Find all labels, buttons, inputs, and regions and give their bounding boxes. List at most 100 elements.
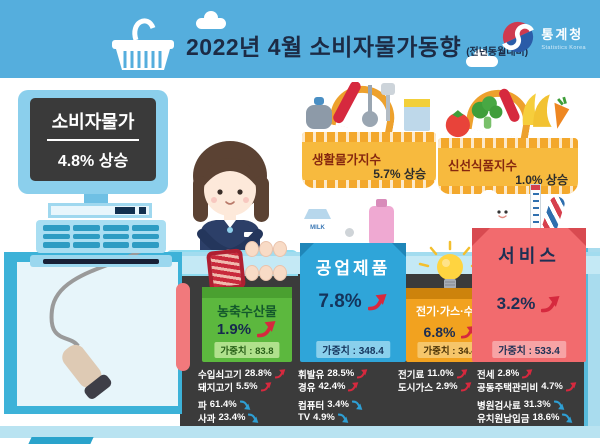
category-bag-services: 서비스 3.2% 가중치 : 533.4 xyxy=(472,228,586,362)
logo-text: 통계청 Statistics Korea xyxy=(541,24,586,51)
item-list-industrial: 휘발유 28.5% 경유 42.4% 컴퓨터 3.4% TV 4.9% xyxy=(298,367,368,424)
category-change: 7.8% xyxy=(300,291,406,313)
item-name: 컴퓨터 xyxy=(298,400,325,412)
category-change-value: 3.2% xyxy=(496,294,536,313)
basket-body: 신선식품지수 1.0% 상승 xyxy=(438,138,578,194)
item-name: 돼지고기 xyxy=(198,382,233,394)
trend-arrow-icon xyxy=(456,368,468,379)
category-change-value: 6.8% xyxy=(423,324,456,340)
receipt-slot xyxy=(30,255,172,267)
agency-name-en: Statistics Korea xyxy=(541,44,586,51)
page-title: 2022년 4월 소비자물가동향 xyxy=(186,34,462,60)
item-list-services: 전세 2.8% 공동주택관리비 4.7% 병원검사료 31.3% 유치원납입금 … xyxy=(477,367,577,425)
category-change: 1.9% xyxy=(202,321,292,338)
item-value: 28.8% xyxy=(244,368,272,379)
price-item: 사과 23.4% xyxy=(198,411,286,425)
cash-register xyxy=(30,203,172,267)
item-value: 2.8% xyxy=(497,368,520,379)
category-weight: 가중치 : 533.4 xyxy=(492,341,566,358)
price-item: 병원검사료 31.3% xyxy=(477,398,577,412)
title-group: 2022년 4월 소비자물가동향 (전년동월대비) xyxy=(186,28,528,62)
cpi-monitor: 소비자물가 4.8% 상승 xyxy=(18,90,168,194)
light-bulb-icon xyxy=(418,240,482,289)
monitor-stand xyxy=(84,194,108,203)
eggs-icon xyxy=(245,241,288,290)
category-name: 공업제품 xyxy=(315,259,391,278)
item-name: TV xyxy=(298,412,311,423)
item-value: 4.7% xyxy=(541,381,563,392)
agency-name: 통계청 xyxy=(541,26,584,42)
meat-icon xyxy=(206,248,246,292)
milk-carton-icon: MILK xyxy=(304,209,331,246)
item-value: 5.5% xyxy=(235,381,258,392)
price-item: 전기료 11.0% xyxy=(398,367,472,381)
price-item: 수입쇠고기 28.8% xyxy=(198,367,286,381)
comparison-note: (전년동월대비) xyxy=(466,47,529,58)
monitor-screen: 소비자물가 4.8% 상승 xyxy=(30,98,156,181)
item-value: 3.4% xyxy=(327,399,349,410)
category-bag-agriculture: 농축수산물 1.9% 가중치 : 83.8 xyxy=(202,287,292,362)
item-value: 23.4% xyxy=(218,412,246,423)
price-item: TV 4.9% xyxy=(298,411,368,424)
item-name: 파 xyxy=(198,400,207,412)
item-value: 28.5% xyxy=(327,368,355,379)
price-item: 도시가스 2.9% xyxy=(398,380,472,394)
cloud-icon xyxy=(466,49,498,67)
item-list-utilities: 전기료 11.0% 도시가스 2.9% xyxy=(398,367,472,394)
living-price-label: 생활물가지수 xyxy=(312,153,382,167)
trend-arrow-icon xyxy=(553,400,565,410)
item-value: 11.0% xyxy=(427,368,454,379)
trend-arrow-icon xyxy=(348,381,359,392)
price-item: 파 61.4% xyxy=(198,398,286,412)
trend-arrow-icon xyxy=(248,413,259,423)
price-item: 휘발유 28.5% xyxy=(298,367,368,381)
register-display xyxy=(48,203,152,218)
item-name: 휘발유 xyxy=(298,369,325,381)
counter-right-edge xyxy=(584,248,600,426)
item-name: 전세 xyxy=(477,369,495,381)
counter-base xyxy=(0,426,600,438)
fresh-food-label: 신선식품지수 xyxy=(448,159,518,173)
trend-arrow-icon xyxy=(357,368,368,379)
tooth-icon xyxy=(478,190,512,233)
price-item: 컴퓨터 3.4% xyxy=(298,398,368,412)
trend-arrow-icon xyxy=(367,293,388,311)
category-weight: 가중치 : 34.4 xyxy=(417,342,483,358)
produce-icons xyxy=(445,88,570,138)
living-price-change: 5.7% 상승 xyxy=(373,167,426,181)
trend-arrow-icon xyxy=(351,400,363,410)
item-list-agriculture: 수입쇠고기 28.8% 돼지고기 5.5% 파 61.4% 사과 23.4% xyxy=(198,367,286,425)
item-value: 31.3% xyxy=(523,399,551,410)
header-banner: 2022년 4월 소비자물가동향 (전년동월대비) 통계청 Statistics … xyxy=(0,0,600,78)
counter-leg xyxy=(28,437,94,444)
milk-label: MILK xyxy=(310,225,325,231)
price-item: 공동주택관리비 4.7% xyxy=(477,380,577,394)
item-name: 수입쇠고기 xyxy=(198,369,242,381)
trend-arrow-icon xyxy=(257,321,277,338)
trend-arrow-icon xyxy=(260,381,272,392)
trend-arrow-icon xyxy=(337,413,349,423)
item-name: 경유 xyxy=(298,382,316,394)
item-name: 병원검사료 xyxy=(477,400,521,412)
category-change-value: 7.8% xyxy=(318,291,362,312)
item-name: 사과 xyxy=(198,413,216,425)
shopping-basket-icon xyxy=(112,18,174,70)
trend-arrow-icon xyxy=(522,368,533,379)
category-name: 전기·가스·수도 xyxy=(415,306,485,318)
item-value: 42.4% xyxy=(318,381,346,392)
trend-arrow-icon xyxy=(541,295,561,313)
toilet-paper-icon xyxy=(336,220,363,245)
trend-arrow-icon xyxy=(274,368,286,379)
price-item: 전세 2.8% xyxy=(477,367,577,381)
divider-bar xyxy=(176,283,190,371)
item-value: 18.6% xyxy=(532,412,560,423)
detergent-bottle-icon xyxy=(369,199,394,246)
price-item: 경유 42.4% xyxy=(298,380,368,394)
category-name: 서비스 xyxy=(498,246,560,266)
category-name: 농축수산물 xyxy=(217,304,277,319)
item-name: 유치원납입금 xyxy=(477,413,530,425)
trend-arrow-icon xyxy=(562,413,573,423)
item-value: 2.9% xyxy=(435,381,458,392)
basket-body: 생활물가지수 5.7% 상승 xyxy=(302,132,436,188)
category-change: 3.2% xyxy=(472,294,586,314)
